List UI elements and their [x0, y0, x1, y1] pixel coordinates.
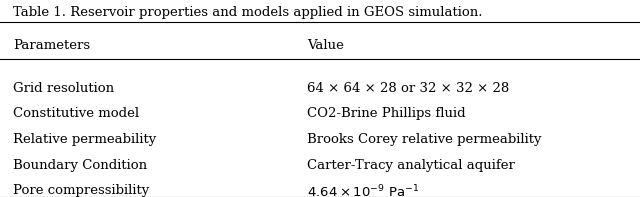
- Text: Boundary Condition: Boundary Condition: [13, 159, 147, 172]
- Text: Parameters: Parameters: [13, 39, 90, 52]
- Text: $4.64 \times 10^{-9}\ \mathrm{Pa}^{-1}$: $4.64 \times 10^{-9}\ \mathrm{Pa}^{-1}$: [307, 184, 419, 197]
- Text: Relative permeability: Relative permeability: [13, 133, 156, 146]
- Text: Constitutive model: Constitutive model: [13, 107, 139, 120]
- Text: CO2-Brine Phillips fluid: CO2-Brine Phillips fluid: [307, 107, 466, 120]
- Text: Brooks Corey relative permeability: Brooks Corey relative permeability: [307, 133, 541, 146]
- Text: Carter-Tracy analytical aquifer: Carter-Tracy analytical aquifer: [307, 159, 515, 172]
- Text: 64 × 64 × 28 or 32 × 32 × 28: 64 × 64 × 28 or 32 × 32 × 28: [307, 82, 509, 95]
- Text: Value: Value: [307, 39, 344, 52]
- Text: Table 1. Reservoir properties and models applied in GEOS simulation.: Table 1. Reservoir properties and models…: [13, 6, 483, 19]
- Text: Pore compressibility: Pore compressibility: [13, 184, 149, 197]
- Text: Grid resolution: Grid resolution: [13, 82, 114, 95]
